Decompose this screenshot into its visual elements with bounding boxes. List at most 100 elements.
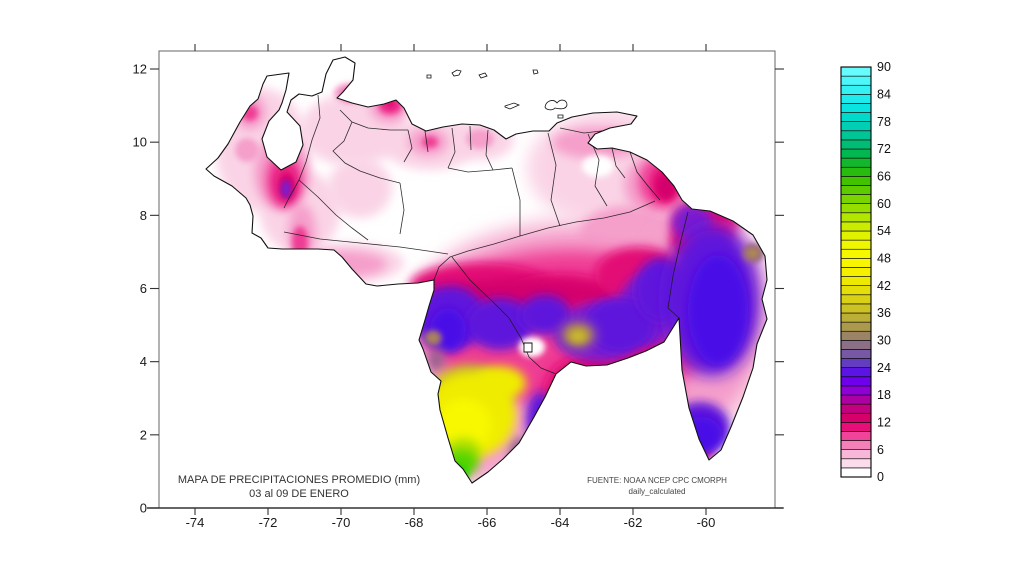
precip-blob: [328, 158, 392, 218]
precip-blob: [235, 138, 259, 162]
colorbar-segment: [840, 403, 872, 414]
y-tick-label: 2: [140, 427, 147, 442]
state-boundary-line: [332, 121, 401, 184]
colorbar-segment: [840, 303, 872, 314]
precip-blob: [570, 330, 586, 342]
state-boundary-line: [511, 167, 521, 236]
colorbar-segment: [840, 312, 872, 323]
colorbar-tick-label: 66: [877, 170, 891, 184]
x-tick-label: -70: [332, 515, 351, 530]
precip-blob: [427, 333, 439, 343]
colorbar-frame: [840, 66, 872, 478]
island-outline: [451, 69, 462, 77]
state-boundary-line: [424, 130, 429, 153]
colorbar-segment: [840, 139, 872, 150]
colorbar-tick-label: 84: [877, 88, 891, 102]
colorbar-segment: [840, 267, 872, 277]
state-boundary-line: [667, 211, 689, 319]
colorbar-tick-label: 12: [877, 416, 891, 430]
colorbar-tick-label: 72: [877, 142, 891, 156]
state-boundary-line: [339, 109, 408, 131]
colorbar-segment: [840, 394, 872, 405]
state-boundary-line: [451, 256, 557, 375]
precip-blob: [519, 295, 571, 335]
colorbar-segment: [840, 358, 872, 368]
state-boundary-line: [547, 132, 561, 227]
precip-blob: [688, 255, 748, 365]
state-boundary-line: [469, 125, 472, 151]
colorbar-segment: [840, 321, 872, 332]
caribbean-islands: [426, 69, 568, 119]
island-outline: [426, 74, 432, 79]
colorbar-tick-label: 36: [877, 306, 891, 320]
colorbar-tick-label: 42: [877, 279, 891, 293]
colorbar-segment: [840, 166, 872, 177]
colorbar-tick-label: 6: [877, 443, 884, 457]
island-outline: [557, 114, 564, 119]
precip-blob: [422, 136, 438, 148]
state-boundary-line: [447, 167, 513, 173]
colorbar-segment: [840, 285, 872, 296]
precip-blob: [281, 180, 291, 198]
x-axis-labels: -74 -72 -70 -68 -66 -64 -62 -60: [186, 515, 716, 530]
colorbar-segment: [840, 185, 872, 195]
colorbar-segment: [840, 367, 872, 378]
colorbar-segment: [840, 203, 872, 214]
colorbar-tick-label: 24: [877, 361, 891, 375]
colorbar-tick-label: 78: [877, 115, 891, 129]
colorbar-segment: [840, 230, 872, 241]
map-source-line2: daily_calculated: [629, 487, 686, 496]
small-enclave-outline: [523, 342, 533, 353]
colorbar-segment: [840, 258, 872, 268]
x-tick-label: -72: [259, 515, 278, 530]
map-title-line1: MAPA DE PRECIPITACIONES PROMEDIO (mm): [178, 474, 420, 486]
map-source-line1: FUENTE: NOAA NCEP CPC CMORPH: [587, 476, 727, 485]
colorbar-segment: [840, 176, 872, 186]
x-tick-label: -74: [186, 515, 205, 530]
colorbar-segment: [840, 376, 872, 387]
colorbar-segment: [840, 458, 872, 469]
island-outline: [504, 102, 521, 110]
x-tick-label: -66: [478, 515, 497, 530]
precip-blob: [428, 348, 444, 372]
colorbar-segment: [840, 66, 872, 77]
colorbar-segment: [840, 157, 872, 168]
venezuela-outline: [205, 56, 768, 484]
colorbar-segment: [840, 276, 872, 286]
x-tick-label: -68: [405, 515, 424, 530]
state-boundary-line: [447, 127, 456, 169]
colorbar-segment: [840, 239, 872, 250]
colorbar-segment: [840, 84, 872, 95]
colorbar-segment: [840, 103, 872, 113]
colorbar-tick-label: 18: [877, 388, 891, 402]
state-boundary-line: [485, 129, 494, 171]
colorbar-segment: [840, 130, 872, 141]
colorbar-segment: [840, 121, 872, 132]
colorbar-segment: [840, 194, 872, 204]
colorbar-segment: [840, 294, 872, 305]
colorbar-segment: [840, 431, 872, 441]
colorbar-segment: [840, 349, 872, 359]
y-tick-label: 4: [140, 354, 147, 369]
island-outline: [544, 99, 568, 111]
colorbar-segment: [840, 422, 872, 432]
colorbar-segment: [840, 440, 872, 450]
x-tick-label: -64: [551, 515, 570, 530]
y-tick-label: 6: [140, 281, 147, 296]
precip-blob: [474, 366, 526, 400]
colorbar-segment: [840, 330, 872, 341]
state-boundary-line: [629, 151, 661, 201]
colorbar-segment: [840, 221, 872, 232]
y-tick-label: 8: [140, 208, 147, 223]
y-tick-label: 12: [133, 62, 147, 77]
precip-blob: [746, 247, 760, 259]
colorbar-tick-label: 0: [877, 470, 884, 484]
island-outline: [532, 69, 539, 75]
x-tick-label: -62: [624, 515, 643, 530]
colorbar-tick-label: 48: [877, 252, 891, 266]
state-boundary-line: [399, 182, 405, 235]
colorbar-tick-label: 54: [877, 224, 891, 238]
state-boundary-line: [298, 179, 369, 241]
